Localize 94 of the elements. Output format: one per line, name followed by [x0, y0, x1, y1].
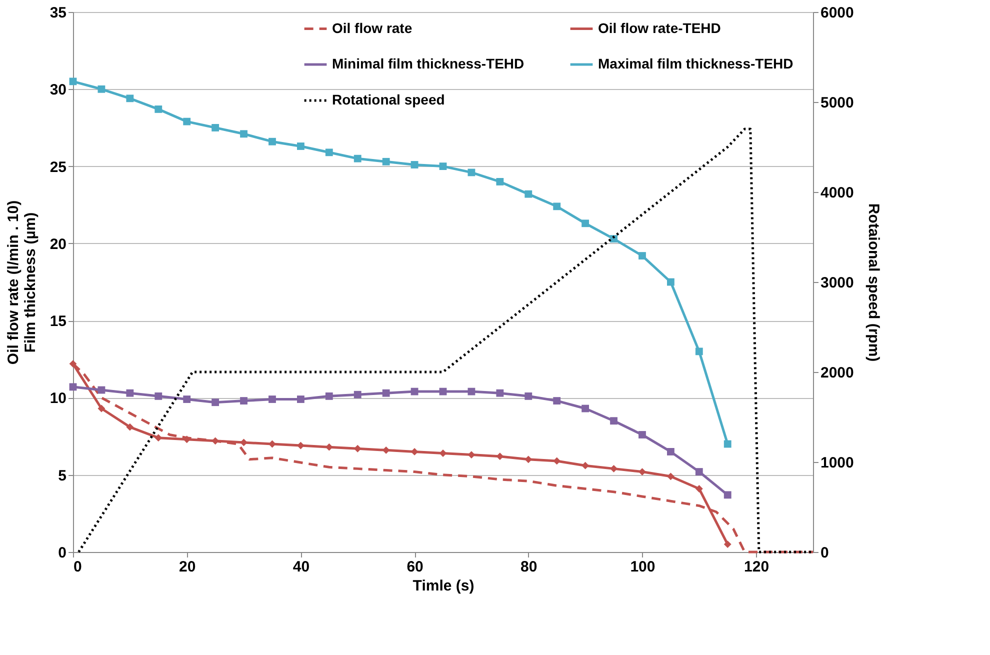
x-tick-label: 60 — [406, 558, 424, 576]
point — [695, 468, 703, 476]
point — [666, 472, 674, 480]
point — [183, 118, 191, 126]
point — [240, 130, 248, 138]
point — [610, 464, 618, 472]
point — [382, 389, 390, 397]
point — [468, 388, 476, 396]
point — [183, 396, 191, 403]
point — [240, 397, 248, 405]
point — [524, 190, 532, 198]
point — [354, 390, 362, 398]
legend-label: Rotational speed — [332, 92, 445, 108]
point — [354, 154, 362, 162]
y-tick-label: 5 — [58, 467, 66, 484]
point — [582, 462, 590, 470]
point — [154, 105, 162, 113]
legend-label: Minimal film thickness-TEHD — [332, 56, 524, 72]
legend-label: Oil flow rate — [332, 20, 412, 36]
point — [98, 404, 106, 412]
point — [325, 392, 333, 400]
point — [496, 389, 504, 397]
point — [268, 396, 276, 403]
legend-label: Maximal film thickness-TEHD — [598, 56, 794, 72]
point — [212, 398, 220, 406]
point — [382, 446, 390, 454]
point — [325, 443, 333, 451]
point — [553, 457, 561, 465]
x-tick-label: 120 — [744, 558, 770, 576]
point — [610, 417, 618, 425]
y2-axis-title: Rotaional speed (rpm) — [864, 203, 882, 362]
point — [638, 468, 646, 476]
y2-tick-label: 6000 — [820, 4, 854, 22]
point — [126, 389, 134, 397]
point — [582, 220, 590, 228]
x-axis-title: Timle (s) — [412, 578, 474, 594]
point — [354, 444, 362, 452]
point — [410, 448, 418, 456]
point — [154, 434, 162, 442]
point — [126, 94, 134, 102]
y2-tick-label: 1000 — [820, 454, 854, 472]
y-tick-label: 20 — [50, 236, 66, 253]
point — [724, 540, 732, 548]
y-tick-label: 25 — [50, 158, 66, 176]
y-tick-label: 30 — [50, 82, 66, 99]
point — [98, 85, 106, 93]
point — [724, 491, 732, 499]
x-tick-label: 0 — [74, 558, 82, 576]
point — [468, 168, 476, 176]
y-axis-title: Oil flow rate (l/min . 10) Film thickness (µm) — [4, 200, 39, 365]
point — [553, 202, 561, 210]
y2-tick-label: 2000 — [820, 364, 854, 382]
point — [154, 392, 162, 400]
y-tick-label: 15 — [50, 313, 66, 330]
y-tick-label: 0 — [58, 544, 66, 562]
y2-tick-label: 5000 — [820, 94, 854, 112]
point — [666, 278, 674, 286]
point — [410, 388, 418, 396]
point — [553, 397, 561, 405]
point — [695, 348, 703, 356]
legend-label: Oil flow rate-TEHD — [598, 20, 721, 36]
point — [126, 423, 134, 431]
point — [69, 78, 77, 86]
point — [410, 161, 418, 168]
y2-tick-label: 3000 — [820, 274, 854, 292]
point — [524, 392, 532, 400]
point — [296, 396, 304, 403]
x-tick-label: 20 — [179, 558, 196, 576]
y-tick-label: 10 — [50, 390, 66, 408]
point — [325, 148, 333, 156]
x-tick-label: 40 — [292, 558, 310, 576]
point — [496, 452, 504, 460]
point — [439, 162, 447, 170]
point — [638, 252, 646, 260]
point — [268, 138, 276, 146]
point — [724, 440, 732, 448]
point — [638, 431, 646, 438]
y-tick-label: 35 — [50, 4, 66, 22]
x-tick-label: 100 — [630, 558, 656, 576]
point — [296, 142, 304, 150]
point — [439, 388, 447, 396]
point — [468, 451, 476, 459]
y2-tick-label: 0 — [820, 544, 829, 562]
point — [582, 404, 590, 412]
point — [69, 383, 77, 391]
point — [496, 178, 504, 186]
x-tick-label: 80 — [520, 558, 538, 576]
point — [382, 158, 390, 166]
y2-tick-label: 4000 — [820, 184, 854, 202]
point — [695, 485, 703, 492]
point — [666, 448, 674, 456]
point — [212, 124, 220, 132]
point — [240, 438, 248, 446]
point — [524, 456, 532, 464]
